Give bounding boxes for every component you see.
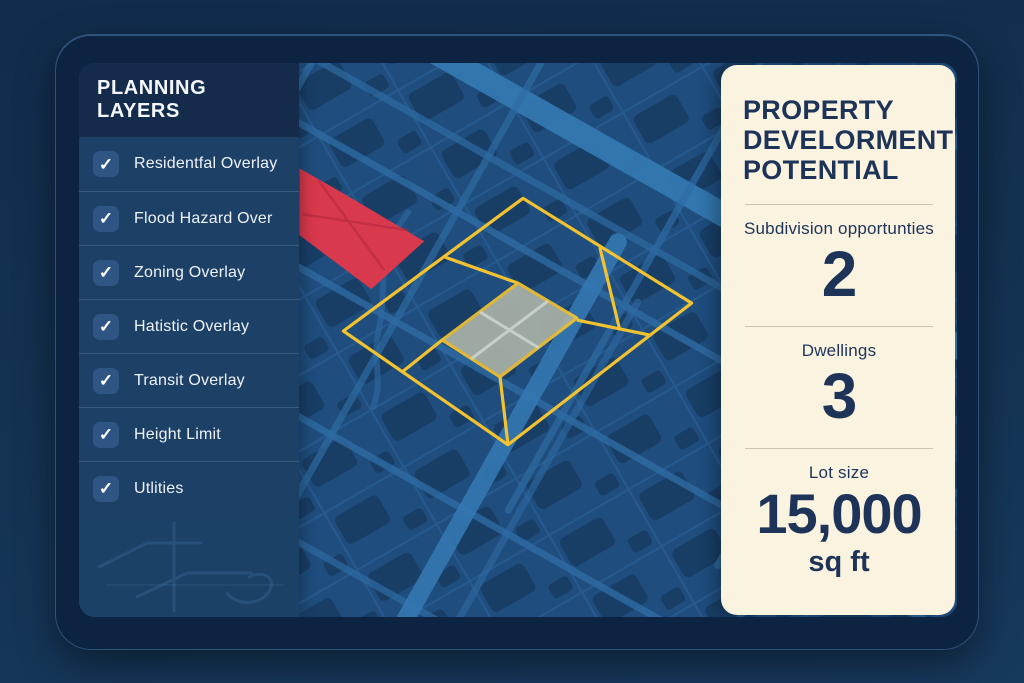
panel-title-line: DEVELORMENT [743, 125, 954, 156]
layer-row-zoning[interactable]: ✓ Zoning Overlay [79, 245, 299, 299]
tablet-device-frame: PLANNING LAYERS ✓ Residentfal Overlay ✓ … [55, 34, 979, 650]
check-icon: ✓ [98, 154, 114, 174]
divider [745, 448, 933, 450]
check-icon: ✓ [98, 263, 114, 282]
layer-label: Transit Overlay [134, 371, 245, 389]
check-icon: ✓ [98, 371, 114, 390]
layer-label: Zoning Overlay [134, 263, 246, 281]
city-blocks [79, 63, 957, 617]
check-icon: ✓ [98, 479, 114, 498]
sidebar-footer-sketch [79, 515, 299, 617]
panel-title-line: PROPERTY [743, 95, 894, 125]
checkbox-checked[interactable]: ✓ [93, 421, 119, 448]
layers-sidebar: PLANNING LAYERS ✓ Residentfal Overlay ✓ … [79, 63, 299, 617]
check-icon: ✓ [98, 425, 114, 444]
layer-label: Utlities [134, 479, 184, 497]
panel-title: PROPERTY DEVELORMENT POTENTIAL [743, 95, 954, 186]
flood-hazard-parcel[interactable] [299, 168, 425, 290]
stat-label: Subdivision opportunties [743, 218, 935, 238]
stat-subdivision: Subdivision opportunties 2 [743, 205, 935, 308]
stat-value: 2 [821, 237, 858, 310]
transit-sketch-graphic [97, 521, 284, 613]
layer-row-utilities[interactable]: ✓ Utlities [79, 461, 299, 515]
panel-title-line: POTENTIAL [743, 155, 899, 186]
stat-value: 3 [821, 359, 858, 432]
check-icon: ✓ [98, 209, 114, 228]
property-potential-panel: PROPERTY DEVELORMENT POTENTIAL Subdivisi… [721, 65, 955, 615]
subdivision-parcel-outline[interactable] [341, 196, 694, 447]
sidebar-header: PLANNING LAYERS [79, 63, 299, 137]
layer-label: Flood Hazard Over [134, 209, 273, 227]
divider [745, 325, 933, 327]
stat-value: 15,000 [756, 482, 922, 546]
sidebar-title: PLANNING LAYERS [97, 77, 207, 122]
stat-unit: sq ft [808, 545, 870, 578]
stat-label: Lot size [808, 463, 870, 483]
layer-list: ✓ Residentfal Overlay ✓ Flood Hazard Ove… [79, 137, 299, 515]
stat-lot-size: Lot size 15,000 sq ft [743, 449, 935, 579]
check-icon: ✓ [98, 317, 114, 336]
layer-row-transit[interactable]: ✓ Transit Overlay [79, 353, 299, 407]
subject-lot[interactable] [440, 281, 579, 379]
checkbox-checked[interactable]: ✓ [93, 151, 119, 177]
stat-dwellings: Dwellings 3 [743, 327, 935, 430]
layer-row-height[interactable]: ✓ Height Limit [79, 407, 299, 461]
layer-label: Hatistic Overlay [134, 317, 250, 335]
stat-label: Dwellings [801, 340, 877, 360]
checkbox-checked[interactable]: ✓ [93, 313, 119, 340]
app-screen: PLANNING LAYERS ✓ Residentfal Overlay ✓ … [79, 63, 957, 617]
layer-row-historic[interactable]: ✓ Hatistic Overlay [79, 299, 299, 353]
checkbox-checked[interactable]: ✓ [93, 259, 119, 286]
checkbox-checked[interactable]: ✓ [93, 367, 119, 394]
layer-label: Residentfal Overlay [134, 155, 278, 172]
divider [745, 203, 933, 205]
checkbox-checked[interactable]: ✓ [93, 475, 119, 502]
checkbox-checked[interactable]: ✓ [93, 205, 119, 232]
layer-label: Height Limit [134, 425, 221, 443]
layer-row-flood[interactable]: ✓ Flood Hazard Over [79, 191, 299, 245]
layer-row-residential[interactable]: ✓ Residentfal Overlay [79, 137, 299, 191]
